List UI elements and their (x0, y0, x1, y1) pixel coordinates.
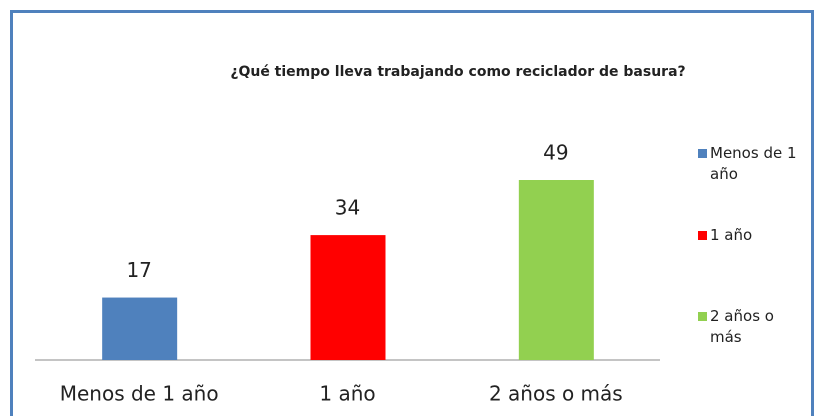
bar (518, 180, 594, 360)
x-tick-label: 2 años o más (489, 382, 623, 406)
bar (310, 235, 386, 360)
x-tick-label: Menos de 1 año (60, 382, 219, 406)
x-tick-label: 1 año (319, 382, 375, 406)
chart-title: ¿Qué tiempo lleva trabajando como recicl… (230, 64, 685, 80)
legend-label: 2 años o más (710, 307, 774, 346)
legend-swatch (698, 312, 707, 321)
legend-swatch (698, 231, 707, 240)
data-label: 49 (543, 141, 568, 165)
legend-swatch (698, 149, 707, 158)
data-label: 17 (126, 258, 151, 282)
bar (102, 297, 178, 360)
legend-label: Menos de 1 año (710, 144, 797, 183)
legend-label: 1 año (710, 226, 753, 244)
data-label: 34 (335, 196, 360, 220)
chart-frame (10, 10, 814, 416)
